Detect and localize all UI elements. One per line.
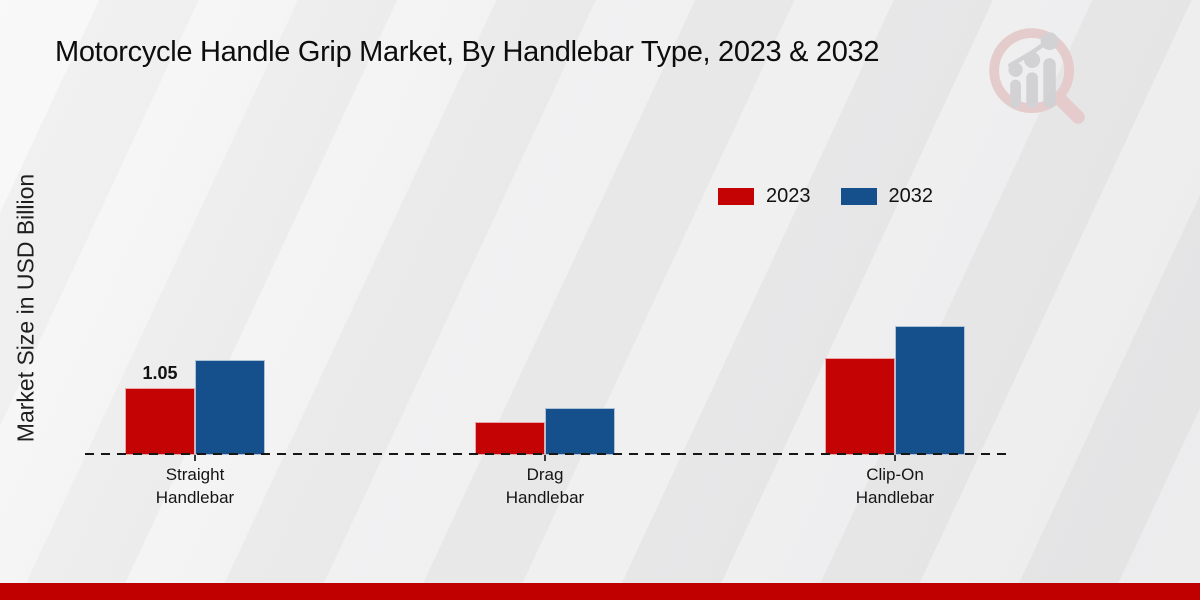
legend-swatch-2032	[840, 188, 877, 205]
legend-item-2023: 2023	[718, 185, 811, 208]
bar-2032-straight-handlebar	[195, 360, 265, 455]
magnifier-bar-chart-icon	[989, 28, 1085, 124]
chart-title: Motorcycle Handle Grip Market, By Handle…	[55, 36, 880, 68]
mrfr-logo-watermark	[983, 26, 1091, 126]
y-axis-label: Market Size in USD Billion	[12, 173, 39, 443]
legend-label-2032: 2032	[888, 185, 934, 207]
legend-label-2023: 2023	[766, 185, 811, 207]
bar-2023-clip-on-handlebar	[825, 357, 895, 455]
bar-2032-clip-on-handlebar	[895, 325, 965, 455]
legend-item-2032: 2032	[840, 185, 934, 208]
x-axis-tick	[894, 455, 896, 461]
x-axis-tick	[194, 455, 196, 461]
legend: 2023 2032	[718, 185, 933, 208]
x-axis-category-label: Drag Handlebar	[505, 465, 585, 507]
legend-swatch-2023	[718, 188, 754, 205]
bar-data-label: 1.05	[142, 362, 178, 383]
x-axis-category-label: Clip-On Handlebar	[855, 465, 935, 507]
x-axis-category-label: Straight Handlebar	[155, 465, 235, 507]
footer-accent-bar	[0, 583, 1200, 600]
bar-2023-drag-handlebar	[475, 421, 545, 455]
bar-2023-straight-handlebar	[125, 387, 195, 455]
x-axis-baseline	[85, 453, 1006, 455]
bar-2032-drag-handlebar	[545, 407, 615, 455]
x-axis-tick	[544, 455, 546, 461]
